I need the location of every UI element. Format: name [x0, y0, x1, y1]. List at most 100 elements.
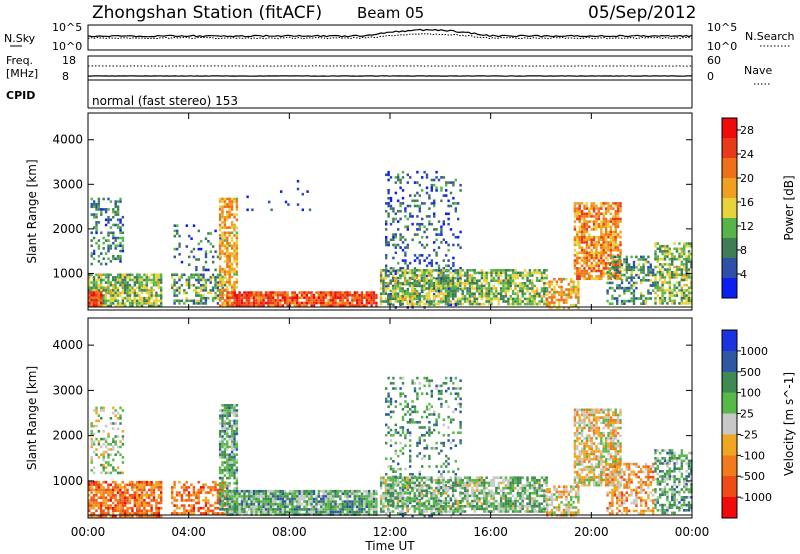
scatter-cell [97, 200, 101, 203]
scatter-cell [420, 276, 424, 280]
scatter-cell [272, 291, 275, 294]
scatter-cell [171, 286, 174, 290]
scatter-cell [514, 287, 517, 290]
scatter-cell [152, 493, 156, 497]
scatter-cell [235, 231, 239, 235]
scatter-cell [238, 489, 241, 493]
scatter-cell [637, 297, 640, 300]
scatter-cell [585, 259, 589, 262]
scatter-cell [451, 295, 455, 298]
scatter-cell [578, 220, 581, 223]
scatter-cell [116, 302, 120, 305]
scatter-cell [324, 304, 328, 307]
scatter-cell [680, 296, 683, 300]
scatter-cell [668, 252, 671, 256]
scatter-cell [459, 246, 462, 249]
scatter-cell [578, 277, 581, 281]
scatter-cell [279, 505, 282, 509]
scatter-cell [602, 261, 605, 265]
nsearch-series-line [87, 32, 693, 40]
scatter-cell [385, 254, 388, 257]
scatter-cell [92, 304, 96, 307]
scatter-cell [320, 502, 323, 506]
scatter-cell [647, 260, 650, 264]
scatter-cell [97, 501, 100, 505]
scatter-cell [588, 264, 591, 268]
scatter-cell [404, 480, 407, 484]
scatter-cell [104, 262, 108, 266]
scatter-cell [329, 495, 332, 498]
scatter-cell [218, 435, 222, 438]
scatter-cell [425, 264, 429, 268]
scatter-cell [100, 488, 103, 492]
scatter-cell [604, 264, 608, 268]
scatter-cell [128, 304, 132, 308]
scatter-cell [228, 275, 231, 279]
scatter-cell [306, 190, 309, 193]
scatter-cell [92, 504, 96, 507]
scatter-cell [109, 244, 113, 248]
scatter-cell [387, 514, 390, 518]
scatter-cell [116, 254, 120, 258]
scatter-cell [519, 287, 522, 290]
scatter-cell [221, 301, 224, 305]
scatter-cell [293, 296, 296, 300]
scatter-cell [430, 264, 433, 268]
scatter-cell [583, 225, 586, 229]
scatter-cell [221, 236, 224, 240]
scatter-cell [619, 207, 622, 210]
scatter-cell [574, 303, 578, 307]
scatter-cell [612, 238, 615, 242]
scatter-cell [233, 430, 236, 433]
scatter-cell [640, 266, 643, 269]
scatter-cell [673, 283, 676, 287]
scatter-cell [341, 508, 344, 511]
scatter-cell [218, 244, 222, 248]
scatter-cell [252, 497, 256, 501]
scatter-cell [230, 213, 234, 216]
scatter-cell [339, 293, 342, 297]
scatter-cell [97, 291, 100, 294]
scatter-cell [447, 212, 450, 216]
scatter-cell [112, 427, 115, 430]
scatter-cell [276, 492, 280, 496]
scatter-cell [226, 469, 229, 472]
scatter-cell [504, 276, 508, 280]
scatter-cell [218, 422, 222, 425]
scatter-cell [468, 287, 472, 290]
scatter-cell [439, 269, 443, 272]
scatter-cell [112, 210, 115, 214]
scatter-cell [401, 274, 404, 277]
scatter-cell [228, 291, 232, 294]
scatter-cell [112, 236, 115, 240]
scatter-cell [442, 300, 445, 303]
scatter-cell [370, 291, 373, 294]
scatter-cell [281, 291, 284, 294]
scatter-cell [235, 404, 239, 407]
scatter-cell [140, 491, 144, 494]
scatter-cell [353, 296, 356, 300]
scatter-cell [391, 292, 395, 295]
scatter-cell [553, 290, 556, 294]
scatter-cell [171, 486, 174, 489]
scatter-cell [671, 294, 674, 297]
scatter-cell [180, 504, 184, 507]
scatter-cell [397, 199, 400, 203]
scatter-cell [687, 270, 691, 274]
scatter-cell [216, 281, 220, 284]
scatter-cell [597, 207, 601, 210]
scatter-cell [102, 514, 105, 518]
scatter-cell [406, 410, 409, 414]
scatter-cell [183, 289, 186, 292]
scatter-cell [178, 491, 181, 494]
scatter-cell [379, 302, 383, 306]
scatter-cell [341, 492, 344, 496]
scatter-cell [392, 470, 395, 473]
scatter-cell [157, 501, 160, 505]
scatter-cell [647, 292, 650, 295]
scatter-cell [588, 274, 591, 278]
scatter-cell [112, 283, 115, 287]
scatter-cell [538, 295, 541, 298]
scatter-cell [502, 289, 505, 293]
scatter-cell [480, 284, 484, 288]
